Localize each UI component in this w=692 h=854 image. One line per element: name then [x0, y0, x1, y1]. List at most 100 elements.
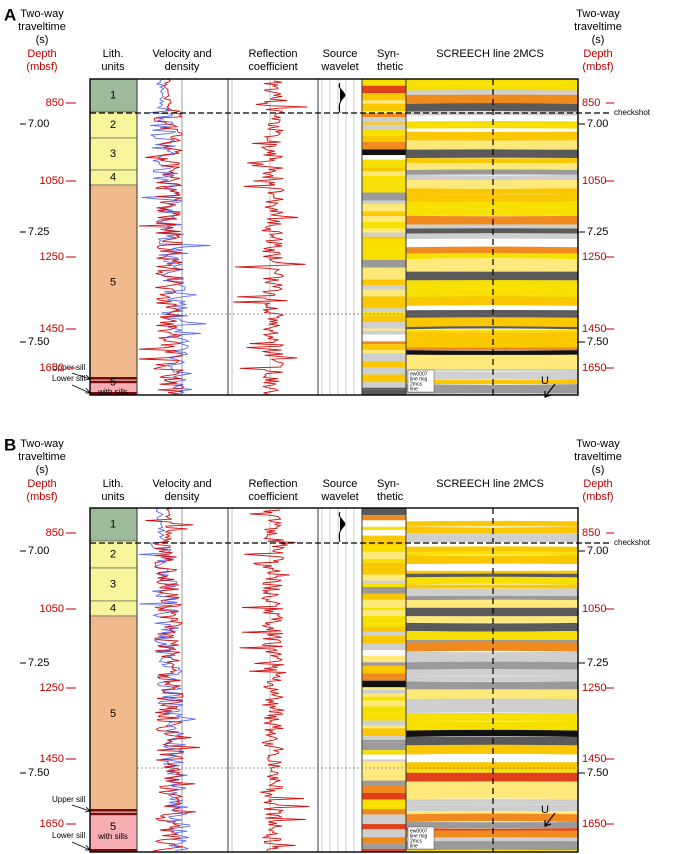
- seismic-band: [406, 140, 578, 151]
- reflector-label: U: [541, 804, 549, 816]
- unit-label: with sills: [97, 388, 128, 397]
- seismic-band: [406, 305, 578, 311]
- time-tick-label: 7.25: [587, 657, 608, 669]
- depth-tick-label: 1250: [40, 251, 64, 263]
- synthetic-band: [362, 768, 406, 775]
- synthetic-band: [362, 135, 406, 142]
- time-title: traveltime: [574, 451, 622, 463]
- synthetic-band: [362, 100, 406, 104]
- synthetic-band: [362, 182, 406, 189]
- reflector-label: U: [541, 375, 549, 387]
- depth-tick-label: 850: [46, 527, 64, 539]
- column-header: units: [101, 61, 125, 73]
- seismic-band: [406, 326, 578, 330]
- synthetic-band: [362, 93, 406, 101]
- synthetic-band: [362, 551, 406, 559]
- synthetic-band: [362, 526, 406, 530]
- time-tick-label: 7.00: [587, 545, 608, 557]
- column-header: Reflection: [249, 478, 298, 490]
- time-title: traveltime: [18, 21, 66, 33]
- time-title: Two-way: [20, 8, 64, 20]
- synthetic-band: [362, 673, 406, 678]
- synthetic-band: [362, 275, 406, 280]
- wavelet: [338, 82, 346, 114]
- synthetic-band: [362, 308, 406, 313]
- time-tick-label: 7.50: [28, 336, 49, 348]
- column-header: units: [101, 491, 125, 503]
- sill-label: Lower sill: [52, 831, 86, 840]
- seismic-band: [406, 253, 578, 260]
- synthetic-band: [362, 330, 406, 335]
- seismic-band: [406, 79, 578, 84]
- synthetic-band: [362, 221, 406, 229]
- time-title: Two-way: [20, 438, 64, 450]
- seismic-band: [406, 516, 578, 522]
- seismic-band: [406, 573, 578, 578]
- depth-title: Depth: [583, 478, 612, 490]
- sill: [90, 381, 137, 384]
- synthetic-band: [362, 361, 406, 368]
- synthetic-band: [362, 249, 406, 254]
- seismic-band: [406, 616, 578, 623]
- synthetic-band: [362, 117, 406, 123]
- inset-text: line mig: [410, 833, 427, 839]
- seismic-band: [406, 599, 578, 608]
- seismic-band: [406, 375, 578, 380]
- synthetic-band: [362, 279, 406, 286]
- seismic-band: [406, 201, 578, 208]
- synthetic-band: [362, 79, 406, 86]
- seismic-band: [406, 149, 578, 158]
- seismic-band: [406, 570, 578, 574]
- synthetic-band: [362, 236, 406, 240]
- synthetic-band: [362, 562, 406, 568]
- seismic-band: [406, 309, 578, 318]
- seismic-band: [406, 607, 578, 617]
- synthetic-band: [362, 700, 406, 707]
- seismic-band: [406, 361, 578, 370]
- seismic-band: [406, 769, 578, 773]
- synthetic-band: [362, 774, 406, 781]
- synthetic-band: [362, 693, 406, 697]
- time-tick-label: 7.25: [28, 657, 49, 669]
- synthetic-band: [362, 786, 406, 793]
- synthetic-band: [362, 215, 406, 219]
- synthetic-band: [362, 535, 406, 542]
- sill-arrow: [71, 804, 91, 813]
- seismic-band: [406, 828, 578, 832]
- seismic-band: [406, 379, 578, 385]
- inset-text: line: [410, 386, 418, 392]
- synthetic-band: [362, 113, 406, 118]
- synthetic-band: [362, 192, 406, 201]
- seismic-band: [406, 551, 578, 555]
- panel: A Two-waytraveltime(s)Depth(mbsf)Two-wayt…: [4, 5, 651, 398]
- column-header: SCREECH line 2MCS: [436, 478, 544, 490]
- column-header: SCREECH line 2MCS: [436, 48, 544, 60]
- seismic-band: [406, 228, 578, 234]
- seismic-band: [406, 631, 578, 641]
- seismic-band: [406, 641, 578, 652]
- synthetic-band: [362, 635, 406, 644]
- seismic-band: [406, 188, 578, 195]
- column-header: Syn-: [377, 478, 400, 490]
- column-header: Lith.: [103, 478, 124, 490]
- unit-label: 5: [110, 376, 116, 388]
- synthetic-band: [362, 631, 406, 636]
- time-title: (s): [592, 34, 605, 46]
- seismic-band: [406, 804, 578, 812]
- lith-unit: [89, 567, 138, 602]
- synthetic-band: [362, 334, 406, 342]
- synthetic-band: [362, 761, 406, 769]
- column-header: Velocity and: [152, 478, 211, 490]
- log-curve: [138, 78, 185, 395]
- seismic-band: [406, 121, 578, 129]
- depth-title: (mbsf): [582, 61, 613, 73]
- synthetic-band: [362, 353, 406, 362]
- wavelet: [338, 511, 346, 543]
- synthetic-band: [362, 610, 406, 617]
- sill-arrow: [71, 384, 91, 394]
- lith-unit: [89, 78, 138, 113]
- column-header: density: [165, 61, 200, 73]
- synthetic-band: [362, 211, 406, 214]
- depth-tick-label: 1650: [40, 362, 64, 374]
